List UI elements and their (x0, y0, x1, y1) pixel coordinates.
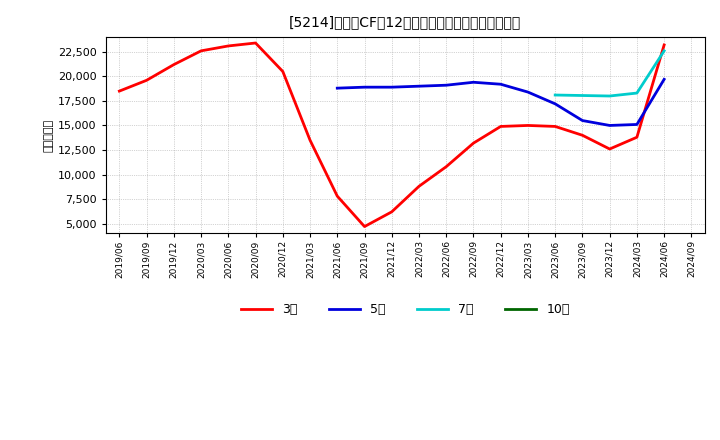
3年 (442, 164, 451, 169)
5年 (360, 84, 369, 90)
3年 (496, 124, 505, 129)
Line: 7年: 7年 (555, 51, 664, 96)
3年 (415, 183, 423, 189)
3年 (197, 48, 205, 54)
Legend: 3年, 5年, 7年, 10年: 3年, 5年, 7年, 10年 (236, 298, 575, 321)
3年 (115, 88, 124, 94)
7年 (660, 48, 668, 54)
Y-axis label: （百万円）: （百万円） (44, 119, 54, 152)
3年 (279, 69, 287, 74)
3年 (224, 43, 233, 48)
3年 (360, 224, 369, 229)
3年 (387, 209, 396, 214)
5年 (523, 89, 532, 95)
7年 (606, 93, 614, 99)
5年 (387, 84, 396, 90)
3年 (523, 123, 532, 128)
5年 (551, 101, 559, 106)
3年 (143, 78, 151, 83)
3年 (606, 147, 614, 152)
3年 (578, 132, 587, 138)
3年 (333, 194, 341, 199)
5年 (333, 85, 341, 91)
7年 (551, 92, 559, 98)
5年 (496, 81, 505, 87)
7年 (578, 93, 587, 98)
3年 (633, 135, 642, 140)
5年 (633, 122, 642, 127)
Line: 5年: 5年 (337, 79, 664, 125)
Title: [5214]　投賄CFの12か月移動合計の標準偏差の推移: [5214] 投賄CFの12か月移動合計の標準偏差の推移 (289, 15, 521, 29)
5年 (442, 83, 451, 88)
3年 (660, 42, 668, 48)
3年 (551, 124, 559, 129)
3年 (169, 62, 178, 67)
3年 (306, 138, 315, 143)
7年 (633, 91, 642, 96)
5年 (578, 118, 587, 123)
5年 (469, 80, 478, 85)
5年 (660, 77, 668, 82)
3年 (251, 40, 260, 46)
5年 (415, 84, 423, 89)
Line: 3年: 3年 (120, 43, 664, 227)
3年 (469, 140, 478, 146)
5年 (606, 123, 614, 128)
